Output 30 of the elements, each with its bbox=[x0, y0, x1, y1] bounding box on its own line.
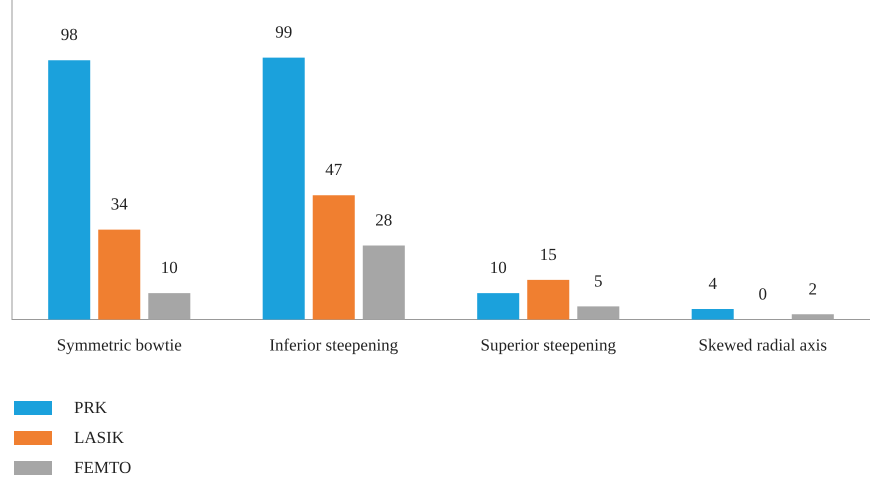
data-label: 0 bbox=[758, 284, 767, 304]
bar bbox=[477, 293, 520, 320]
legend-label: LASIK bbox=[74, 428, 124, 448]
data-label: 28 bbox=[375, 210, 392, 230]
x-tick-label: Skewed radial axis bbox=[698, 335, 827, 354]
data-label: 10 bbox=[490, 258, 507, 278]
bar bbox=[792, 314, 834, 320]
bar bbox=[692, 309, 734, 320]
data-label: 15 bbox=[540, 244, 557, 264]
bar bbox=[362, 246, 405, 320]
data-label: 99 bbox=[275, 22, 292, 42]
bar bbox=[148, 293, 190, 320]
data-label: 4 bbox=[708, 274, 718, 293]
x-tick-label: Symmetric bowtie bbox=[56, 335, 182, 354]
bar bbox=[98, 230, 140, 320]
x-tick-label: Inferior steepening bbox=[269, 335, 399, 354]
legend-label: PRK bbox=[74, 398, 108, 418]
legend-label: FEMTO bbox=[74, 458, 132, 478]
bar bbox=[527, 280, 570, 320]
bar bbox=[312, 195, 355, 320]
data-label: 2 bbox=[808, 279, 818, 298]
bar bbox=[577, 306, 620, 320]
bar bbox=[262, 58, 305, 320]
data-label: 98 bbox=[60, 25, 78, 44]
data-label: 5 bbox=[594, 271, 603, 290]
data-label: 47 bbox=[325, 160, 343, 180]
data-label: 10 bbox=[160, 258, 178, 278]
x-tick-label: Superior steepening bbox=[480, 335, 616, 354]
bar bbox=[48, 60, 90, 320]
data-label: 34 bbox=[110, 194, 128, 214]
